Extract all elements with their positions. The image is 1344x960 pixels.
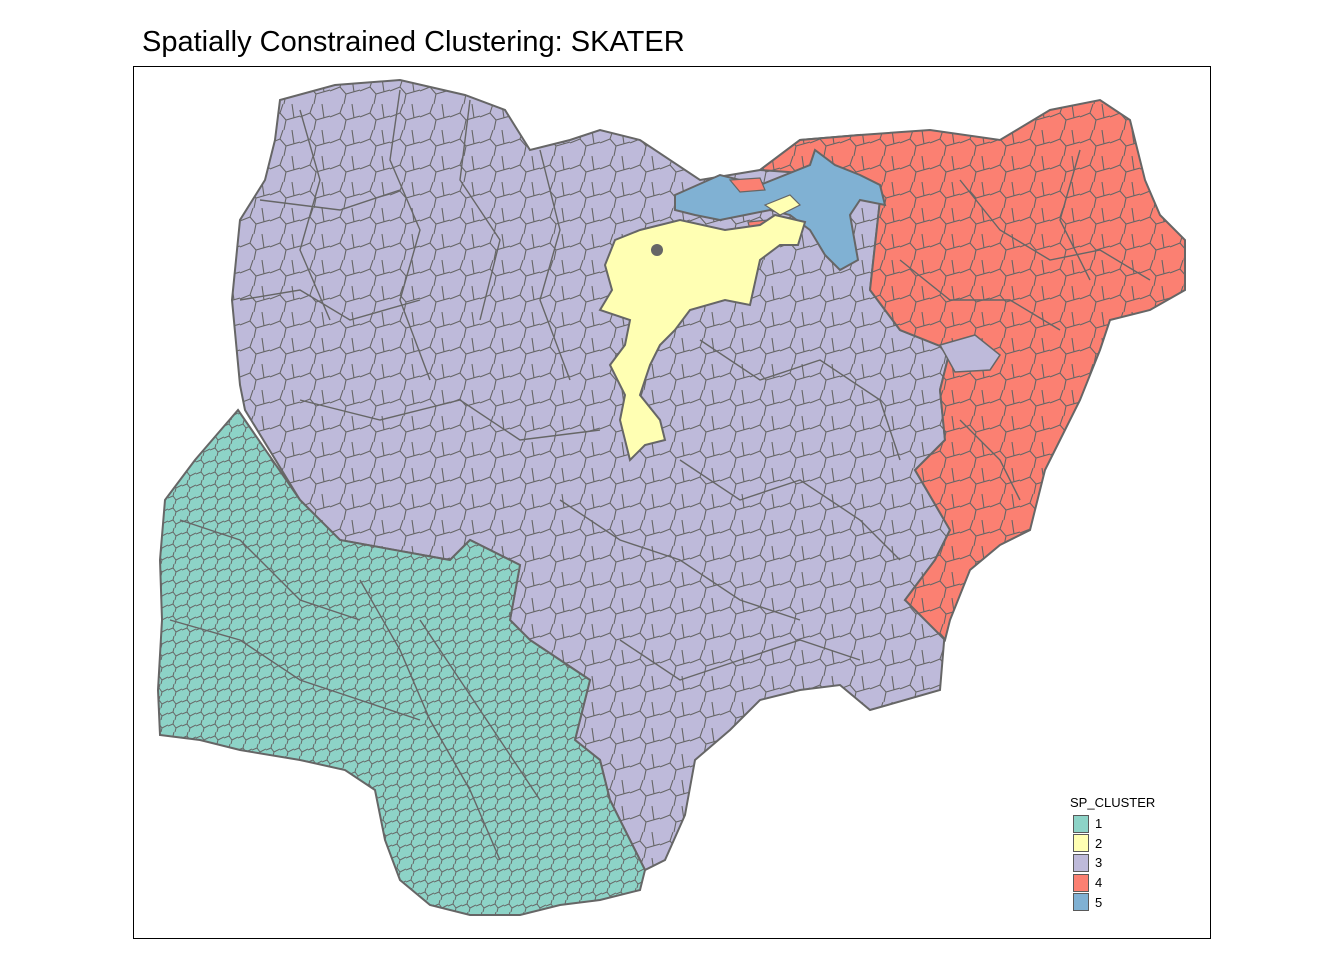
legend-label: 5 — [1095, 894, 1103, 910]
legend-item-1: 1 — [1070, 814, 1155, 834]
legend-label: 4 — [1095, 875, 1103, 891]
cluster-1-region — [156, 408, 647, 916]
legend-item-2: 2 — [1070, 834, 1155, 854]
legend-swatch — [1073, 893, 1089, 912]
legend-swatch — [1073, 873, 1089, 892]
map-title: Spatially Constrained Clustering: SKATER — [142, 26, 685, 58]
legend-label: 3 — [1095, 855, 1103, 871]
legend-label: 1 — [1095, 816, 1103, 832]
lga-boundaries — [169, 89, 1151, 861]
cluster-4-region — [757, 98, 1186, 642]
legend-swatch — [1073, 853, 1089, 872]
legend-swatch — [1073, 814, 1089, 833]
legend-title: SP_CLUSTER — [1070, 795, 1156, 810]
cluster-2-region — [598, 194, 807, 462]
legend-item-4: 4 — [1070, 873, 1155, 893]
cluster-3-region — [230, 78, 952, 872]
map-frame — [133, 66, 1211, 939]
legend-label: 2 — [1095, 835, 1103, 851]
map-legend: SP_CLUSTER 1 2 3 4 5 — [1070, 795, 1155, 912]
legend-item-5: 5 — [1070, 892, 1155, 912]
legend-item-3: 3 — [1070, 853, 1155, 873]
legend-swatch — [1073, 834, 1089, 853]
